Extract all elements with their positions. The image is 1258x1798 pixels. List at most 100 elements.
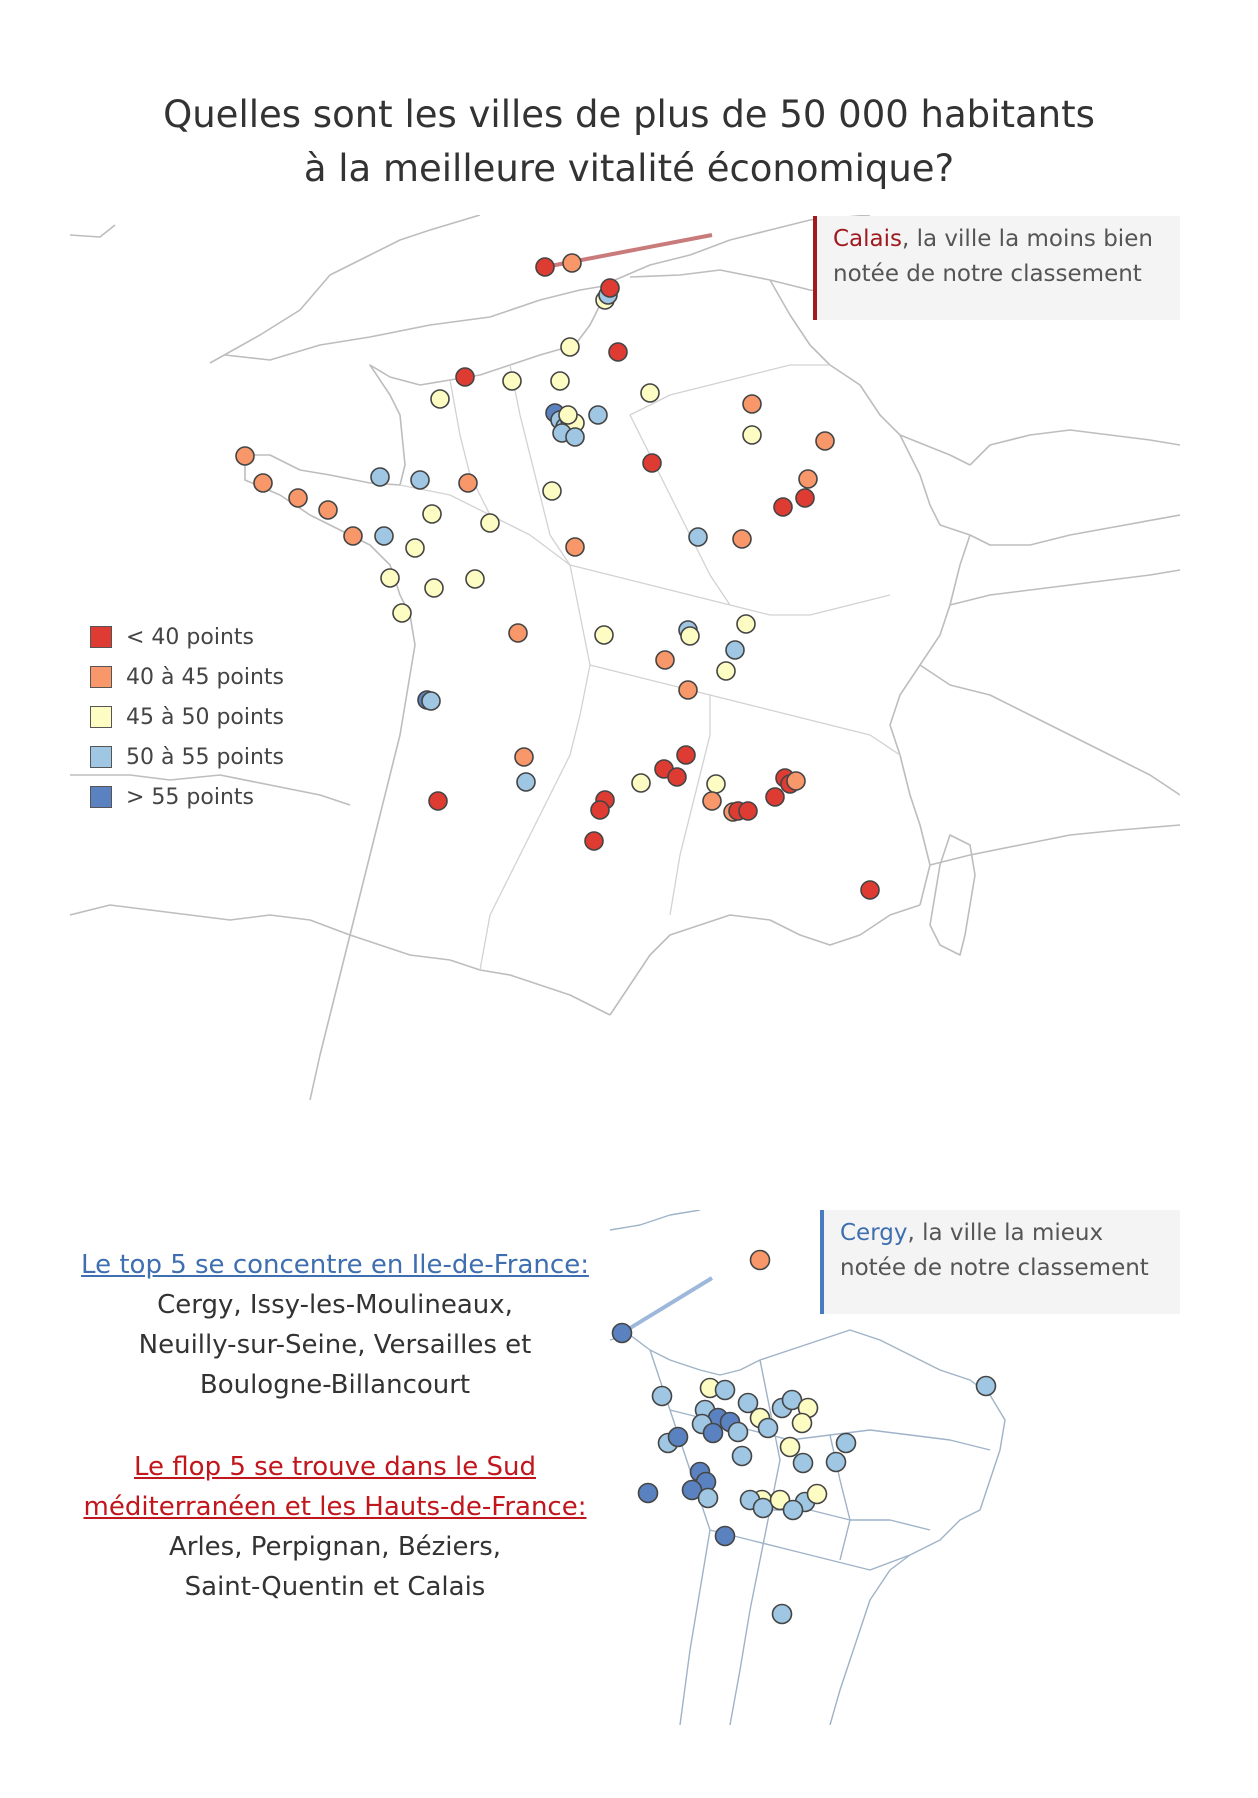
city-dot bbox=[702, 1422, 724, 1444]
worst-city-text-1: , la ville la moins bien bbox=[902, 226, 1153, 252]
city-dot bbox=[782, 1499, 804, 1521]
legend-swatch bbox=[90, 626, 112, 648]
city-dot bbox=[655, 650, 675, 670]
city-dot bbox=[795, 488, 815, 508]
legend-label: 50 à 55 points bbox=[126, 744, 285, 770]
city-dot bbox=[560, 337, 580, 357]
city-dot bbox=[835, 1432, 857, 1454]
city-dot bbox=[667, 1426, 689, 1448]
city-dot bbox=[380, 568, 400, 588]
city-dot bbox=[752, 1497, 774, 1519]
city-dot bbox=[405, 538, 425, 558]
city-dot bbox=[558, 405, 578, 425]
city-dot bbox=[562, 253, 582, 273]
city-dot bbox=[584, 831, 604, 851]
flop5-line: Arles, Perpignan, Béziers, bbox=[168, 1532, 502, 1562]
city-dot bbox=[455, 367, 475, 387]
best-city-name: Cergy bbox=[840, 1220, 908, 1246]
corsica bbox=[929, 834, 976, 956]
city-dot bbox=[410, 470, 430, 490]
city-dot bbox=[516, 772, 536, 792]
title-line-1: Quelles sont les villes de plus de 50 00… bbox=[163, 93, 1095, 136]
city-dots bbox=[235, 253, 880, 900]
city-dot bbox=[860, 880, 880, 900]
city-dot bbox=[676, 745, 696, 765]
top5-heading: Le top 5 se concentre en Ile-de-France: bbox=[81, 1250, 589, 1280]
flop5-heading-1: Le flop 5 se trouve dans le Sud bbox=[134, 1452, 536, 1482]
city-dot bbox=[742, 425, 762, 445]
title-line-2: à la meilleure vitalité économique? bbox=[303, 147, 955, 190]
city-dot bbox=[535, 257, 555, 277]
city-dot bbox=[565, 427, 585, 447]
france-map bbox=[70, 215, 1180, 1100]
city-dot bbox=[732, 529, 752, 549]
city-dot bbox=[642, 453, 662, 473]
legend: < 40 points 40 à 45 points 45 à 50 point… bbox=[90, 617, 284, 817]
city-dot bbox=[697, 1487, 719, 1509]
city-dot bbox=[738, 801, 758, 821]
city-dot bbox=[424, 578, 444, 598]
city-dot bbox=[318, 500, 338, 520]
city-dot bbox=[727, 1421, 749, 1443]
city-dot bbox=[791, 1412, 813, 1434]
best-city-text-2: notée de notre classement bbox=[840, 1255, 1149, 1281]
city-dot bbox=[798, 469, 818, 489]
city-dot bbox=[343, 526, 363, 546]
city-dot bbox=[588, 405, 608, 425]
city-dot bbox=[637, 1482, 659, 1504]
flop5-heading-2: méditerranéen et les Hauts-de-France: bbox=[83, 1492, 587, 1522]
city-dot bbox=[374, 526, 394, 546]
city-dot bbox=[757, 1417, 779, 1439]
city-dot bbox=[771, 1603, 793, 1625]
city-dot bbox=[370, 467, 390, 487]
city-dot bbox=[786, 771, 806, 791]
city-dot bbox=[765, 787, 785, 807]
city-dot bbox=[681, 1479, 703, 1501]
worst-city-name: Calais bbox=[833, 226, 903, 252]
legend-swatch bbox=[90, 746, 112, 768]
worst-city-text-2: notée de notre classement bbox=[833, 261, 1142, 287]
city-dot bbox=[430, 389, 450, 409]
city-dot bbox=[235, 446, 255, 466]
legend-label: < 40 points bbox=[126, 624, 254, 650]
city-dot bbox=[422, 504, 442, 524]
city-dot bbox=[600, 278, 620, 298]
city-dot bbox=[815, 431, 835, 451]
city-dot bbox=[480, 513, 500, 533]
top5-block: Le top 5 se concentre en Ile-de-France: … bbox=[40, 1245, 630, 1405]
legend-item-40-45: 40 à 45 points bbox=[90, 657, 284, 697]
city-dot bbox=[749, 1249, 771, 1271]
top5-line: Neuilly-sur-Seine, Versailles et bbox=[138, 1330, 532, 1360]
city-dot bbox=[640, 383, 660, 403]
flop5-block: Le flop 5 se trouve dans le Sud méditerr… bbox=[40, 1447, 630, 1607]
flop5-line: Saint-Quentin et Calais bbox=[184, 1572, 486, 1602]
city-dot bbox=[392, 603, 412, 623]
legend-item-lt40: < 40 points bbox=[90, 617, 284, 657]
callout-best-city: Cergy, la ville la mieux notée de notre … bbox=[820, 1210, 1180, 1314]
legend-item-50-55: 50 à 55 points bbox=[90, 737, 284, 777]
city-dot bbox=[779, 1436, 801, 1458]
city-dot bbox=[458, 473, 478, 493]
city-dot bbox=[975, 1375, 997, 1397]
callout-worst-city: Calais, la ville la moins bien notée de … bbox=[813, 216, 1180, 320]
city-dot bbox=[288, 488, 308, 508]
city-dot bbox=[421, 691, 441, 711]
legend-swatch bbox=[90, 666, 112, 688]
city-dot bbox=[737, 1392, 759, 1414]
city-dot bbox=[508, 623, 528, 643]
idf-outline bbox=[610, 1210, 1006, 1725]
city-dot bbox=[806, 1483, 828, 1505]
city-dot bbox=[608, 342, 628, 362]
ile-de-france-map bbox=[610, 1210, 1180, 1725]
city-dot bbox=[651, 1385, 673, 1407]
city-dot bbox=[714, 1379, 736, 1401]
legend-swatch bbox=[90, 786, 112, 808]
city-dot bbox=[742, 394, 762, 414]
city-dot bbox=[736, 614, 756, 634]
city-dot bbox=[702, 791, 722, 811]
city-dot bbox=[825, 1451, 847, 1473]
city-dot bbox=[706, 774, 726, 794]
city-dot bbox=[253, 473, 273, 493]
legend-label: 45 à 50 points bbox=[126, 704, 285, 730]
city-dot bbox=[731, 1445, 753, 1467]
